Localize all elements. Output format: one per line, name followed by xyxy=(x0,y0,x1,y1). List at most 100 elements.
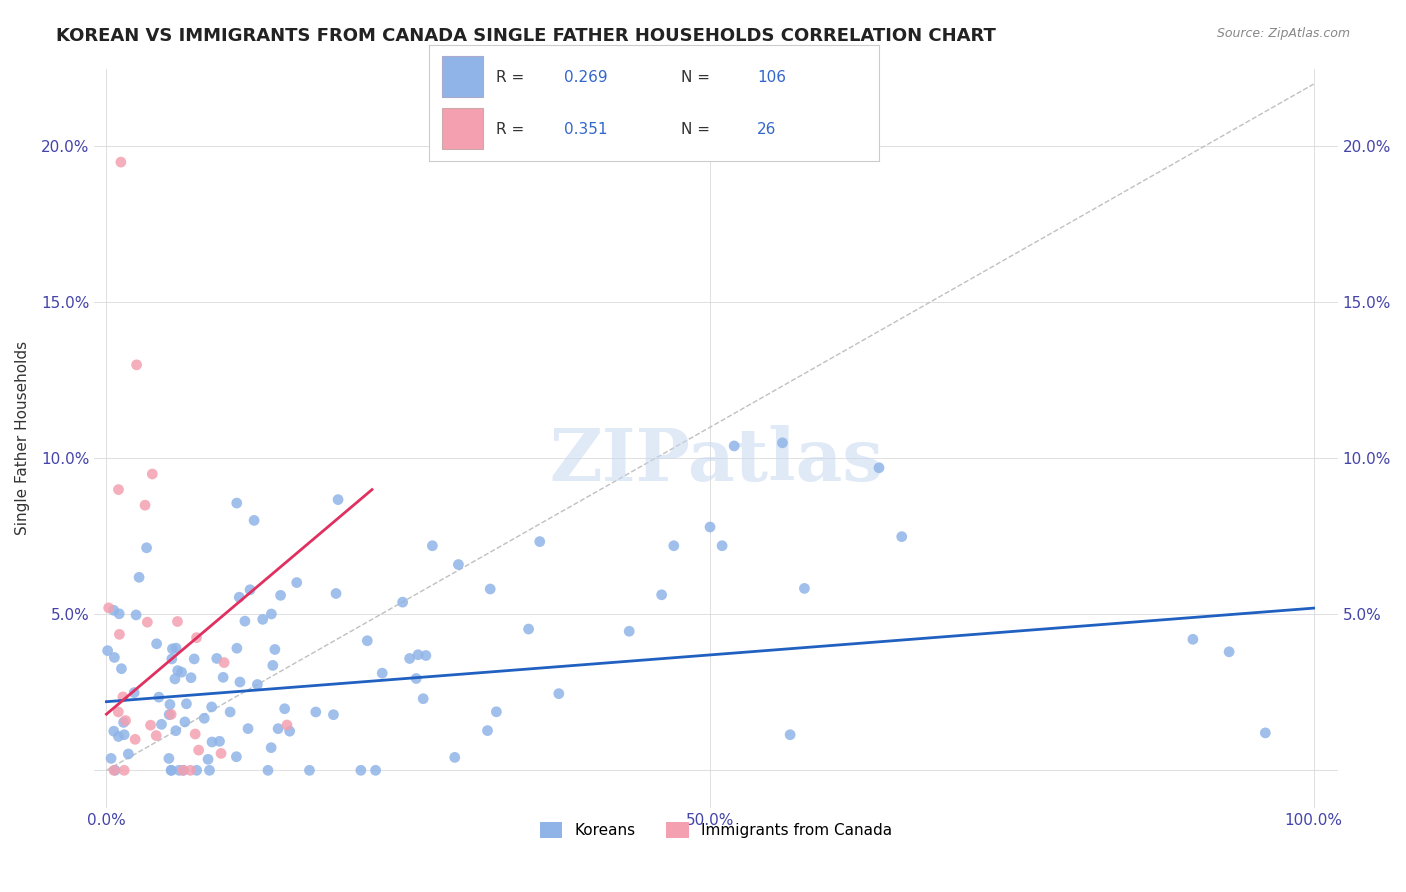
Text: N =: N = xyxy=(681,70,714,85)
Point xyxy=(662,539,685,553)
Point xyxy=(162,641,184,656)
Point xyxy=(229,675,252,690)
Point xyxy=(186,631,208,645)
Point xyxy=(183,652,205,666)
FancyBboxPatch shape xyxy=(443,109,482,149)
Point xyxy=(209,747,232,761)
Point xyxy=(779,728,801,742)
Point xyxy=(219,705,242,719)
Point xyxy=(160,764,183,778)
Point xyxy=(141,467,163,481)
Point xyxy=(160,652,183,666)
Point xyxy=(165,723,187,738)
Point xyxy=(128,570,150,584)
Point xyxy=(157,707,180,722)
Point xyxy=(180,671,202,685)
Point xyxy=(125,358,148,372)
Point xyxy=(547,687,569,701)
Point xyxy=(405,672,427,686)
Text: N =: N = xyxy=(681,121,714,136)
Point xyxy=(619,624,641,639)
Point xyxy=(868,460,890,475)
Point xyxy=(260,607,283,621)
Point xyxy=(278,724,301,739)
Point xyxy=(103,603,125,617)
Point xyxy=(145,729,167,743)
Text: 106: 106 xyxy=(758,70,786,85)
Point xyxy=(193,711,215,725)
Point xyxy=(651,588,673,602)
Point xyxy=(100,751,122,765)
Point xyxy=(197,752,219,766)
Point xyxy=(422,539,444,553)
Point xyxy=(148,690,170,705)
Point xyxy=(257,764,280,778)
Point xyxy=(252,612,274,626)
Point xyxy=(179,764,201,778)
Point xyxy=(225,749,247,764)
Point xyxy=(184,727,207,741)
Point xyxy=(145,637,167,651)
Text: 0.269: 0.269 xyxy=(564,70,607,85)
Point xyxy=(172,764,194,778)
Point xyxy=(270,588,292,602)
Point xyxy=(276,718,298,732)
Point xyxy=(187,743,209,757)
Point xyxy=(110,662,132,676)
Point xyxy=(160,764,183,778)
Point xyxy=(447,558,470,572)
Point xyxy=(122,685,145,699)
Point xyxy=(1218,645,1240,659)
Point xyxy=(326,492,349,507)
Point xyxy=(228,591,250,605)
Point xyxy=(112,728,135,742)
Point xyxy=(97,643,120,657)
Point xyxy=(267,722,290,736)
Point xyxy=(398,651,420,665)
Point xyxy=(364,764,387,778)
Point xyxy=(107,483,129,497)
Point xyxy=(529,534,551,549)
Point xyxy=(285,575,308,590)
Point xyxy=(239,582,262,597)
Point xyxy=(198,764,221,778)
Point xyxy=(170,665,193,680)
Point xyxy=(246,677,269,691)
Point xyxy=(485,705,508,719)
Text: ZIPatlas: ZIPatlas xyxy=(548,425,883,496)
Text: 26: 26 xyxy=(758,121,776,136)
Point xyxy=(136,615,159,630)
Point xyxy=(173,714,195,729)
Legend: Koreans, Immigrants from Canada: Koreans, Immigrants from Canada xyxy=(533,816,898,845)
Text: R =: R = xyxy=(496,70,530,85)
Point xyxy=(406,648,429,662)
Point xyxy=(103,724,125,739)
Text: 0.351: 0.351 xyxy=(564,121,607,136)
Point xyxy=(356,633,378,648)
Point xyxy=(225,496,247,510)
Point xyxy=(233,614,256,628)
Point xyxy=(165,641,187,656)
Point xyxy=(517,622,540,636)
Point xyxy=(477,723,499,738)
Point xyxy=(262,658,284,673)
Point xyxy=(890,530,912,544)
Point xyxy=(159,698,181,712)
Point xyxy=(201,735,224,749)
Point xyxy=(723,439,745,453)
Point xyxy=(166,615,188,629)
Point xyxy=(108,627,131,641)
Point xyxy=(166,664,188,678)
Point xyxy=(103,650,125,665)
Point xyxy=(135,541,157,555)
Point xyxy=(108,607,131,621)
Point xyxy=(208,734,231,748)
Point xyxy=(793,582,815,596)
Point xyxy=(322,707,344,722)
Point xyxy=(163,672,186,686)
Point xyxy=(97,600,120,615)
Point xyxy=(443,750,465,764)
Point xyxy=(117,747,139,761)
Point xyxy=(125,607,148,622)
Point xyxy=(186,764,208,778)
